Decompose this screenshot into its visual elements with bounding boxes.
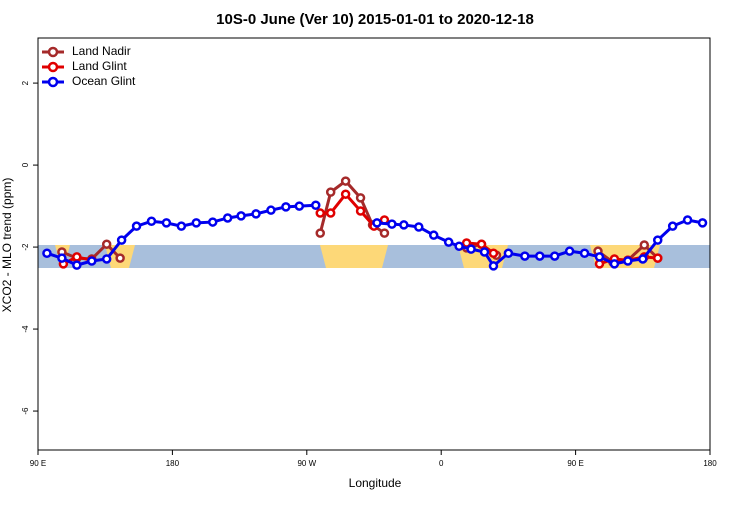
- data-point: [652, 253, 663, 263]
- data-point: [131, 221, 142, 231]
- data-point: [639, 240, 650, 250]
- data-point: [535, 251, 545, 261]
- x-tick-label: 0: [439, 459, 444, 468]
- y-tick-label: -6: [21, 407, 30, 415]
- data-point: [207, 217, 218, 227]
- legend-marker: [47, 61, 59, 73]
- x-tick-label: 180: [703, 459, 717, 468]
- data-point: [667, 221, 678, 231]
- data-point: [697, 218, 708, 228]
- data-point: [355, 193, 366, 203]
- data-point: [222, 213, 233, 223]
- y-tick-label: -2: [21, 243, 30, 251]
- data-point: [57, 253, 67, 263]
- data-point: [325, 187, 336, 197]
- x-tick-label: 90 E: [567, 459, 583, 468]
- y-tick-label: 2: [21, 80, 30, 85]
- data-point: [638, 254, 648, 264]
- data-point: [428, 230, 439, 240]
- data-point: [372, 218, 382, 228]
- legend-label: Ocean Glint: [72, 74, 136, 88]
- data-point: [549, 251, 560, 261]
- data-point: [387, 219, 397, 229]
- data-point: [466, 244, 476, 254]
- data-point: [623, 256, 633, 266]
- data-point: [191, 218, 202, 228]
- chart-title: 10S-0 June (Ver 10) 2015-01-01 to 2020-1…: [216, 11, 534, 28]
- data-point: [281, 202, 291, 212]
- data-point: [461, 238, 472, 248]
- data-point: [503, 248, 514, 258]
- data-point: [266, 205, 276, 215]
- data-point: [315, 208, 325, 218]
- data-point: [72, 252, 82, 262]
- data-point: [42, 248, 52, 258]
- data-point: [379, 228, 390, 238]
- y-axis-label: XCO2 - MLO trend (ppm): [0, 178, 14, 313]
- data-point: [479, 247, 490, 257]
- data-point: [325, 208, 336, 218]
- data-point: [443, 237, 454, 247]
- data-point: [101, 239, 112, 249]
- data-point: [682, 215, 693, 225]
- x-tick-label: 90 E: [30, 459, 46, 468]
- x-axis-label: Longitude: [349, 476, 402, 490]
- x-tick-label: 180: [166, 459, 180, 468]
- data-point: [355, 206, 366, 216]
- data-point: [609, 259, 620, 269]
- data-point: [101, 254, 112, 264]
- data-point: [116, 235, 127, 245]
- y-tick-label: 0: [21, 162, 30, 167]
- data-point: [176, 221, 187, 231]
- data-point: [340, 176, 351, 186]
- data-point: [454, 241, 464, 252]
- data-point: [564, 246, 575, 256]
- data-point: [414, 222, 424, 232]
- legend-label: Land Glint: [72, 59, 127, 73]
- data-point: [236, 211, 246, 221]
- data-point: [594, 252, 605, 262]
- data-point: [579, 248, 590, 258]
- data-point: [115, 253, 125, 263]
- data-point: [315, 228, 325, 238]
- data-point: [294, 201, 305, 211]
- data-point: [399, 220, 409, 230]
- data-point: [520, 251, 530, 261]
- data-point: [311, 200, 321, 211]
- legend-marker: [47, 46, 59, 58]
- data-point: [340, 189, 351, 199]
- x-tick-label: 90 W: [297, 459, 316, 468]
- data-point: [72, 260, 82, 270]
- map-land: [320, 245, 388, 268]
- data-point: [476, 239, 487, 249]
- data-point: [488, 248, 499, 258]
- data-point: [488, 261, 499, 271]
- data-point: [161, 218, 172, 228]
- data-point: [146, 216, 157, 226]
- legend-marker: [47, 76, 59, 88]
- y-tick-label: -4: [21, 325, 30, 333]
- data-point: [652, 235, 663, 245]
- plot-frame: [37, 37, 711, 451]
- legend-label: Land Nadir: [72, 44, 131, 58]
- data-point: [87, 256, 97, 266]
- data-point: [251, 209, 261, 219]
